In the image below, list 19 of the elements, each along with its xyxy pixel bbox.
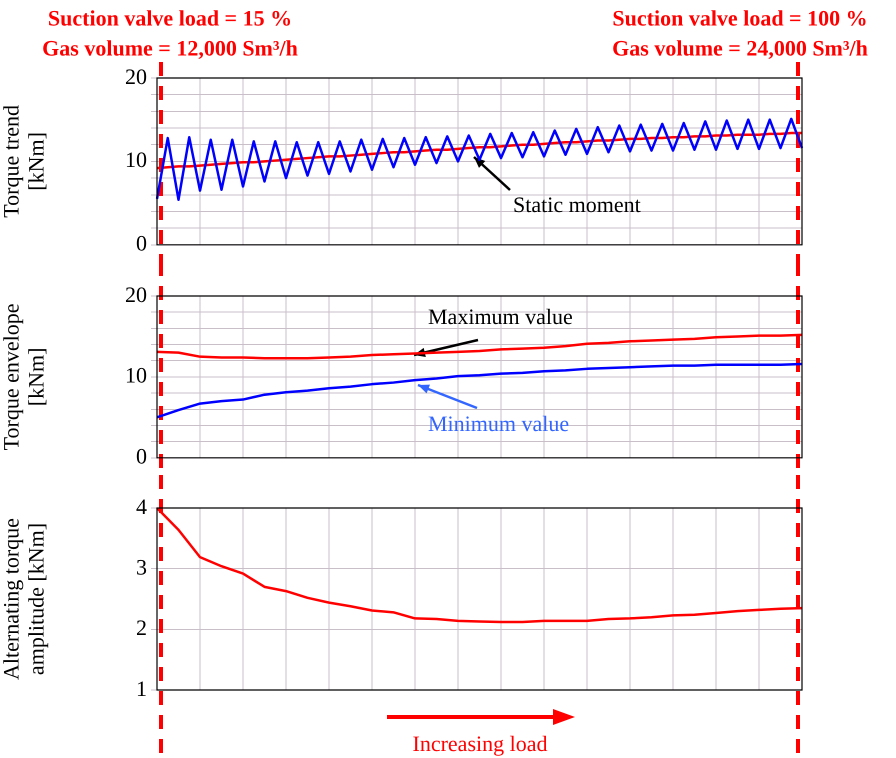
y-tick-label: 10	[125, 362, 147, 388]
y-tick-label: 20	[125, 282, 147, 307]
y-tick-label: 3	[136, 554, 147, 580]
annotation: Maximum value	[428, 304, 573, 329]
y-tick-label: 1	[136, 676, 147, 701]
y-axis-title: Torque envelope [kNm]	[0, 303, 49, 450]
annotation: Static moment	[513, 192, 641, 217]
y-tick-label: 2	[136, 615, 147, 640]
y-tick-label: 10	[125, 147, 147, 172]
y-axis-title: Alternating torque amplitude [kNm]	[0, 518, 49, 680]
y-tick-label: 4	[136, 494, 147, 519]
y-tick-label: 0	[136, 230, 147, 256]
y-axis-title: Torque trend [kNm]	[0, 105, 49, 218]
y-tick-label: 20	[125, 64, 147, 89]
y-tick-label: 0	[136, 444, 147, 469]
annotation: Minimum value	[428, 410, 570, 436]
text: Suction valve load = 100 % Gas volume = 24,000 Sm³/h	[612, 6, 868, 61]
text: Increasing load	[412, 730, 548, 756]
text: Suction valve load = 15 % Gas volume = 12,000 Sm³/h	[42, 6, 298, 61]
